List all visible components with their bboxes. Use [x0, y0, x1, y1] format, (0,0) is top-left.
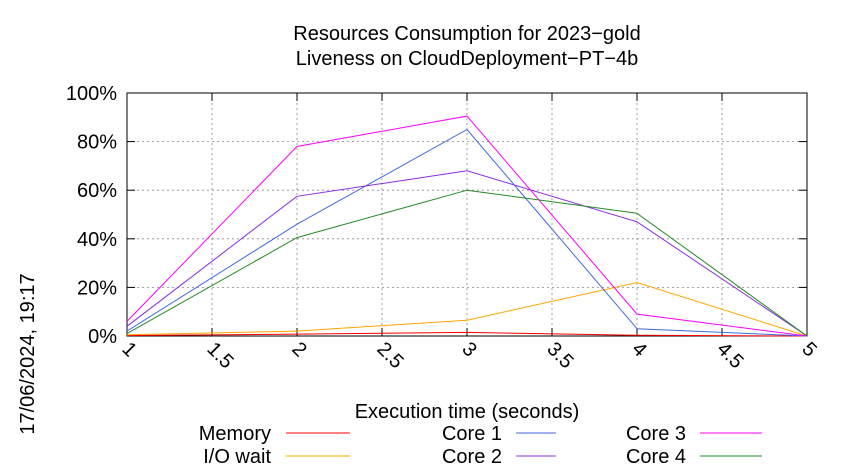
- series-lines: [126, 115, 808, 337]
- x-tick-label: 5: [797, 338, 820, 361]
- y-tick-label: 100%: [66, 83, 117, 105]
- x-tick-label: 1: [117, 338, 140, 361]
- legend-label-memory: Memory: [199, 423, 271, 445]
- series-line-core-3: [126, 115, 808, 337]
- series-line-core-1: [126, 128, 808, 337]
- x-tick-label: 2: [287, 338, 310, 361]
- x-tick-label: 3: [457, 338, 480, 361]
- series-line-i-o-wait: [126, 281, 808, 337]
- y-tick-label: 40%: [77, 229, 117, 251]
- chart-title-line-1: Resources Consumption for 2023−gold: [293, 23, 640, 45]
- grid: [127, 93, 807, 336]
- timestamp-label: 17/06/2024, 19:17: [17, 273, 39, 434]
- series-line-core-4: [126, 189, 808, 337]
- legend-label-core-4: Core 4: [626, 446, 686, 468]
- chart-title-line-2: Liveness on CloudDeployment−PT−4b: [296, 48, 638, 70]
- axis-ticks: 0% 20% 40% 60% 80% 100% 1 1.5 2 2.5 3 3.5 4 4.5 5: [66, 83, 821, 373]
- y-tick-label: 0%: [88, 326, 117, 348]
- x-axis-label: Execution time (seconds): [355, 401, 580, 423]
- x-tick-label: 4: [627, 338, 650, 361]
- legend-label-core-2: Core 2: [442, 446, 502, 468]
- y-tick-label: 60%: [77, 180, 117, 202]
- x-tick-label: 4.5: [712, 338, 747, 373]
- legend-label-i-o-wait: I/O wait: [203, 446, 271, 468]
- legend-label-core-3: Core 3: [626, 423, 686, 445]
- series-line-core-2: [126, 170, 808, 337]
- x-tick-label: 3.5: [542, 338, 577, 373]
- y-tick-label: 80%: [77, 132, 117, 154]
- legend-label-core-1: Core 1: [442, 423, 502, 445]
- y-tick-label: 20%: [77, 277, 117, 299]
- x-tick-label: 2.5: [372, 338, 407, 373]
- x-tick-label: 1.5: [202, 338, 237, 373]
- series-line-memory: [126, 331, 808, 337]
